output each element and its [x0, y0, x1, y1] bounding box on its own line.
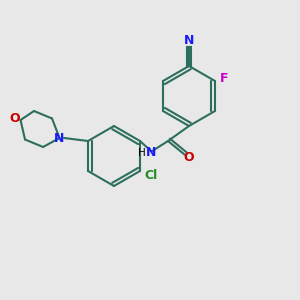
Text: N: N — [146, 146, 156, 160]
Text: N: N — [54, 131, 65, 145]
Text: O: O — [10, 112, 20, 125]
Text: O: O — [184, 151, 194, 164]
Text: F: F — [220, 71, 228, 85]
Text: H: H — [138, 148, 146, 158]
Text: Cl: Cl — [145, 169, 158, 182]
Text: N: N — [184, 34, 194, 47]
